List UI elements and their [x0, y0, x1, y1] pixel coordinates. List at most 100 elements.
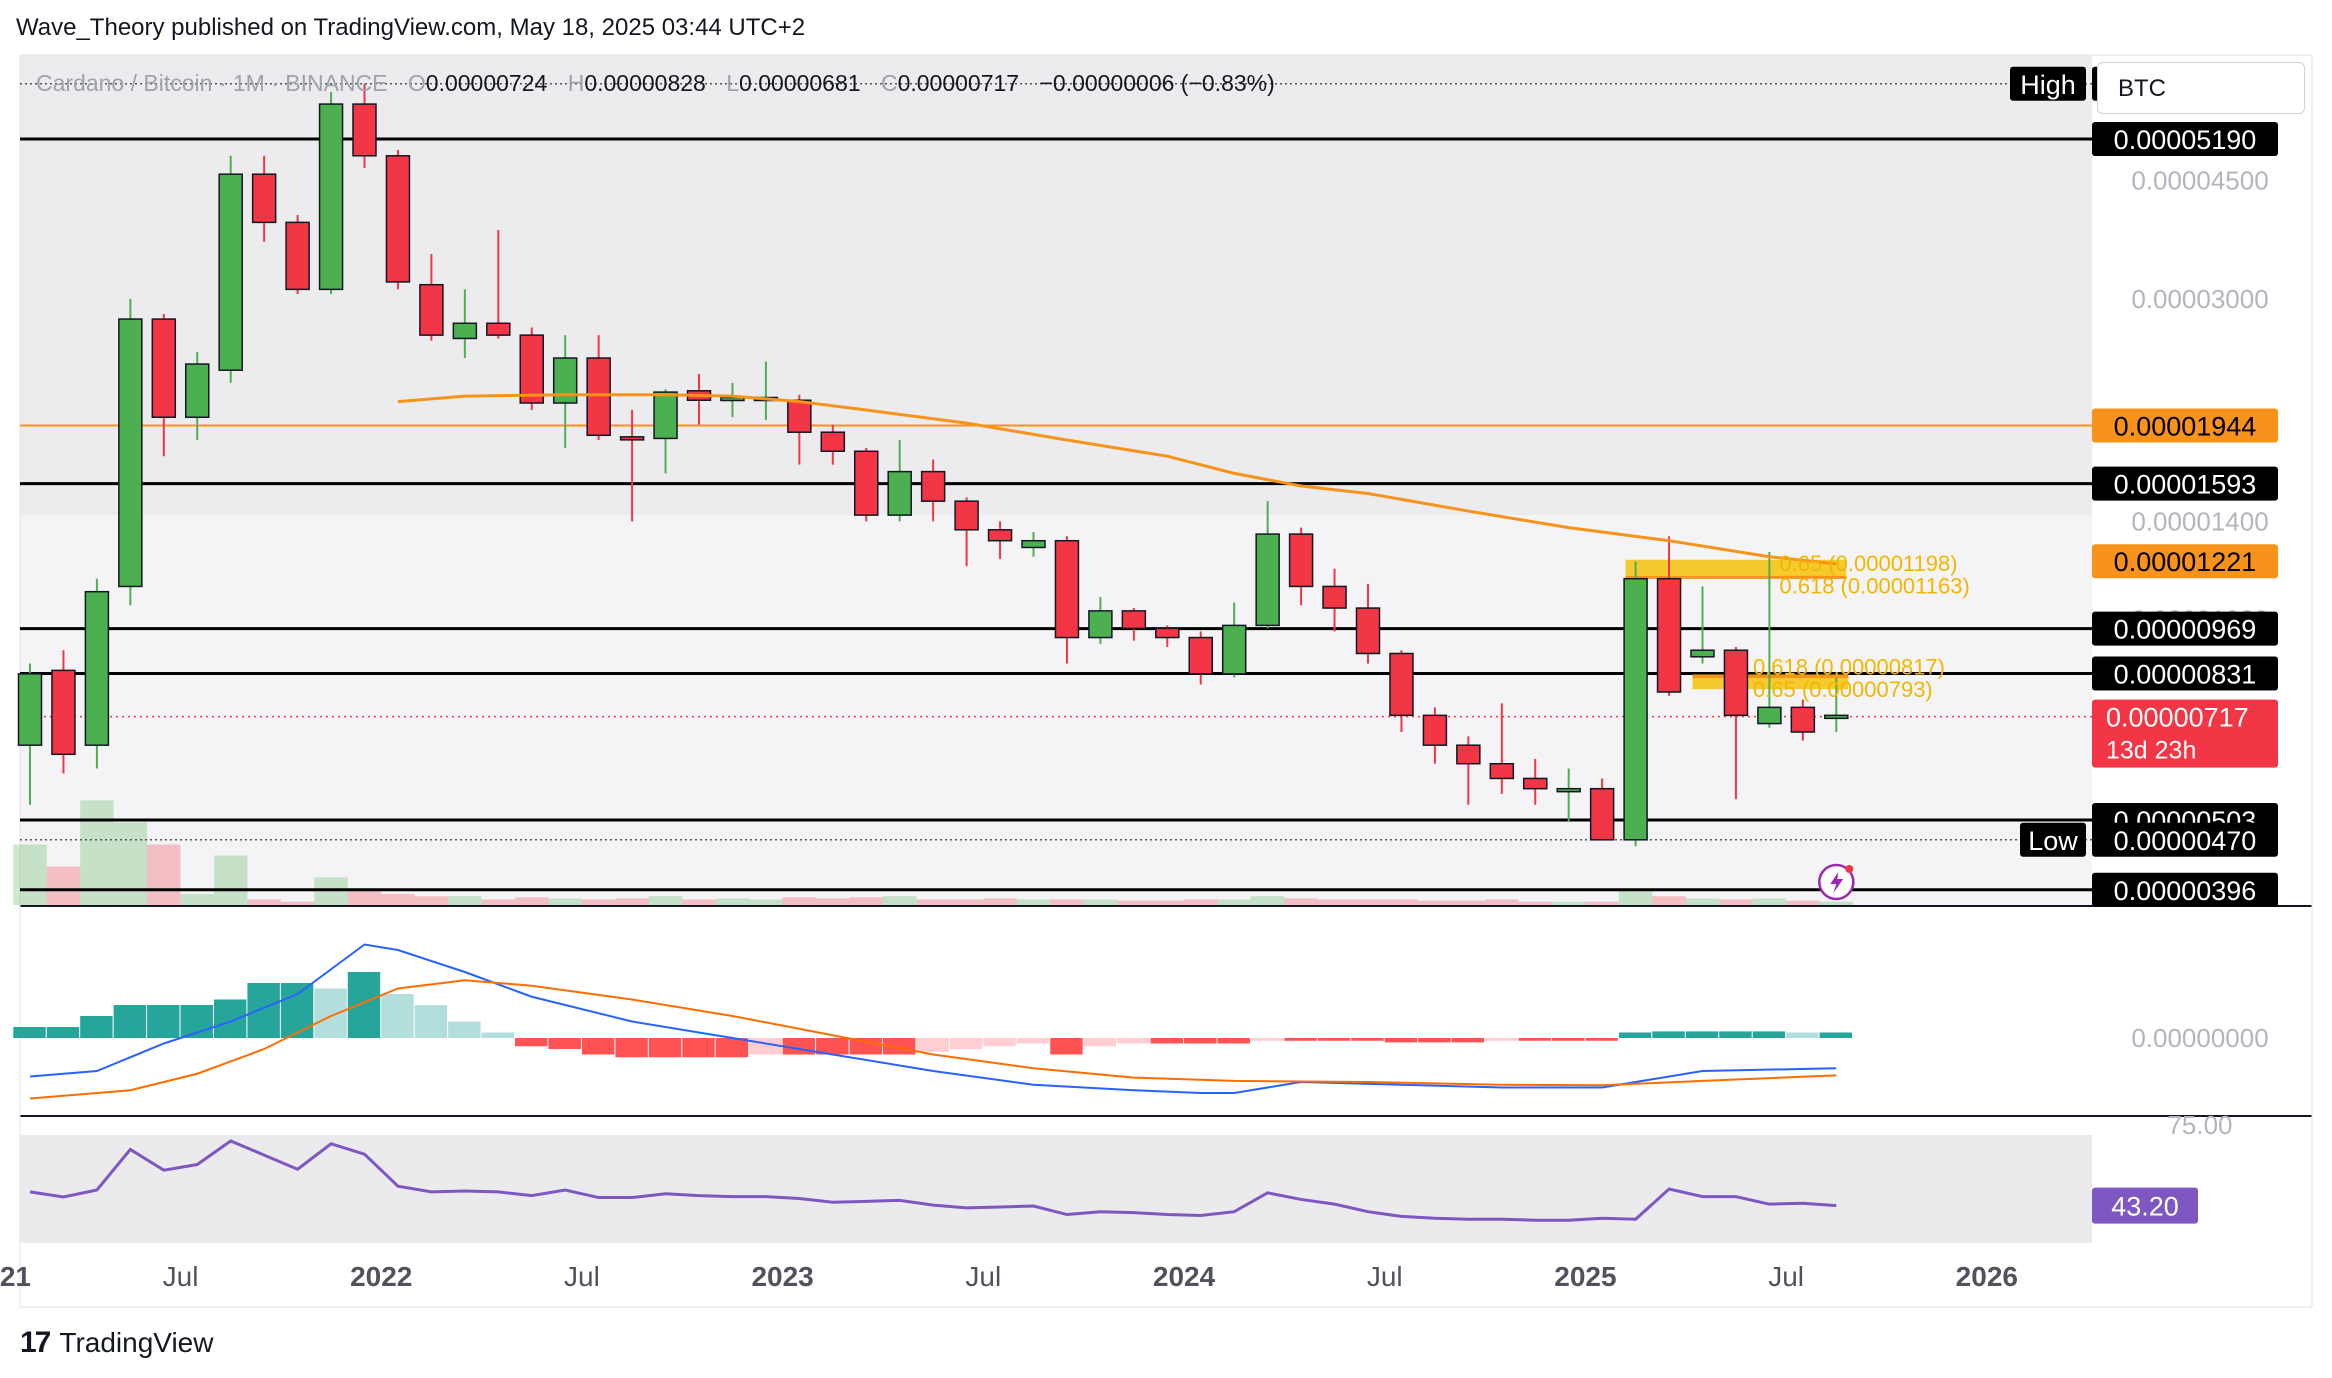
candle-body — [552, 357, 578, 404]
macd-histogram-bar — [916, 1038, 949, 1052]
rsi-value-badge-bg — [2092, 1187, 2198, 1224]
volume-bar — [983, 898, 1017, 905]
candle-body — [820, 431, 846, 452]
fib-label: 0.65 (0.00001198) — [1779, 551, 1957, 576]
macd-histogram-bar — [648, 1038, 682, 1058]
candle-body — [1221, 624, 1247, 675]
level-price-badge: 0.00000969 — [2114, 615, 2257, 645]
rsi-axis-tick: 75.00 — [2167, 1110, 2232, 1140]
volume-bar — [13, 844, 47, 905]
volume-bar — [1317, 899, 1352, 905]
candle-body — [1723, 649, 1749, 717]
candle-body — [653, 391, 678, 440]
candle-body — [987, 529, 1013, 542]
time-axis-tick: 2024 — [1153, 1261, 1216, 1292]
candle-body — [1255, 533, 1280, 627]
candle-body — [1757, 706, 1782, 725]
low-key: L — [726, 70, 740, 96]
macd-histogram-bar — [1117, 1038, 1150, 1044]
candle-body — [251, 173, 277, 224]
candle-body — [1489, 762, 1515, 780]
footer-brand[interactable]: 17 TradingView — [20, 1326, 213, 1360]
macd-histogram-bar — [682, 1038, 715, 1058]
level-price-badge-bg — [2092, 611, 2278, 646]
volume-bar — [1451, 900, 1486, 905]
macd-histogram-bar — [1719, 1031, 1752, 1038]
candle-body — [51, 669, 76, 756]
candle-body — [452, 322, 478, 340]
volume-bar — [80, 800, 114, 905]
candle-body — [1288, 533, 1314, 588]
fib-label: 0.618 (0.00001163) — [1779, 573, 1969, 598]
macd-histogram-bar — [983, 1038, 1016, 1047]
close-key: C — [880, 70, 898, 96]
macd-histogram-bar — [1418, 1038, 1451, 1043]
volume-bar — [1150, 900, 1185, 905]
candle-body — [1790, 706, 1816, 733]
candle-body — [419, 283, 444, 336]
macd-histogram-bar — [1685, 1031, 1719, 1038]
volume-bar — [1585, 901, 1619, 905]
volume-bar — [648, 896, 683, 905]
macd-histogram-bar — [949, 1038, 983, 1049]
level-price-badge: 0.00000831 — [2114, 660, 2257, 690]
volume-bar — [816, 898, 850, 905]
candle-body — [1355, 607, 1381, 655]
level-price-badge-bg — [2092, 656, 2278, 691]
volume-bar — [113, 822, 148, 905]
macd-histogram-bar — [515, 1038, 548, 1047]
candle-body — [486, 322, 511, 336]
candle-body — [218, 173, 243, 371]
volume-bar — [1384, 899, 1419, 905]
ema-price-badge: 0.00001221 — [2114, 547, 2257, 577]
fib-label: 0.618 (0.00000817) — [1753, 654, 1945, 679]
macd-histogram-bar — [147, 1005, 180, 1038]
ohlc-legend: Cardano / Bitcoin · 1M · BINANCE O0.0000… — [36, 70, 1275, 97]
volume-bar — [1351, 899, 1385, 905]
candle-body — [285, 221, 310, 291]
level-tag-bg — [2020, 822, 2086, 857]
candle-body — [185, 363, 210, 418]
candle-body — [1322, 585, 1347, 609]
candle-body — [352, 103, 377, 157]
price-axis-tick: 0.00003000 — [2131, 284, 2268, 314]
candle-body — [151, 318, 177, 418]
rsi-pane-bg — [20, 1135, 2092, 1243]
rsi-line — [29, 1139, 1837, 1222]
tradingview-logo-icon: 17 — [20, 1326, 51, 1359]
level-tag: Low — [2028, 826, 2078, 856]
volume-bar — [882, 896, 917, 905]
level-price-badge: 0.00000396 — [2114, 876, 2257, 906]
macd-histogram-bar — [1217, 1038, 1250, 1044]
candle-body — [854, 450, 879, 516]
candle-body — [887, 470, 912, 516]
time-axis-tick: Jul — [163, 1261, 199, 1292]
candle-body — [1523, 777, 1548, 790]
volume-bar — [581, 899, 616, 905]
price-axis-tick: 0.00001400 — [2131, 506, 2268, 536]
candle-body — [1054, 539, 1080, 639]
macd-histogram-bar — [1150, 1038, 1184, 1044]
level-tag: High — [2020, 70, 2076, 100]
volume-bar — [749, 899, 783, 905]
time-axis-tick: Jul — [564, 1261, 600, 1292]
macd-histogram-bar — [1317, 1038, 1351, 1041]
time-axis-tick: 2022 — [350, 1261, 412, 1292]
macd-histogram-bar — [280, 983, 314, 1038]
current-price-badge-bg — [2092, 699, 2278, 768]
level-price-badge: 0.00001944 — [2114, 412, 2257, 442]
volume-bar — [949, 899, 984, 905]
macd-histogram-bar — [1451, 1038, 1485, 1043]
volume-bar — [615, 898, 649, 905]
macd-histogram-bar — [80, 1016, 113, 1038]
ema-line — [397, 393, 1837, 566]
volume-bar — [448, 896, 482, 905]
macd-histogram-bar — [548, 1038, 581, 1049]
currency-selector[interactable]: BTC — [2097, 62, 2305, 114]
ema-price-badge-bg — [2092, 544, 2278, 579]
candle-body — [586, 357, 611, 437]
brand-name: TradingView — [59, 1327, 214, 1358]
volume-bar — [347, 888, 382, 905]
